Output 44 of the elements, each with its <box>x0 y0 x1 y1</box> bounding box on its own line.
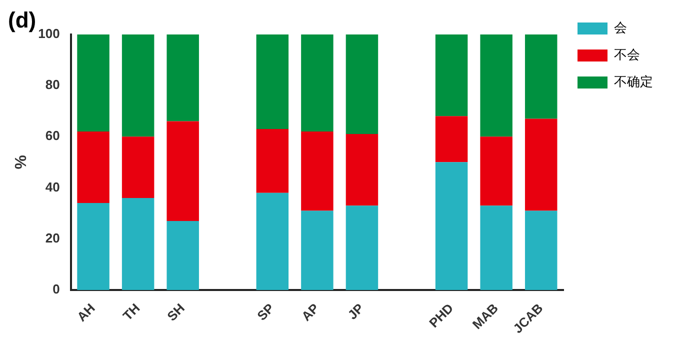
bar <box>435 116 468 162</box>
x-tick-label: JP <box>344 300 367 322</box>
bar <box>346 206 378 290</box>
x-tick-label: SP <box>254 300 278 324</box>
y-tick-label: 80 <box>45 77 60 92</box>
y-tick-label: 20 <box>45 230 60 246</box>
bar <box>435 34 468 116</box>
bar <box>77 132 110 204</box>
bar <box>122 198 154 290</box>
y-axis-title: % <box>13 155 30 170</box>
bar <box>301 210 334 290</box>
bar <box>77 34 110 132</box>
y-tick-label: 40 <box>45 179 60 194</box>
bar <box>301 34 334 132</box>
bar <box>166 220 199 290</box>
bar <box>346 34 378 134</box>
bar <box>480 34 512 137</box>
x-tick-label: AP <box>298 300 322 324</box>
legend-label: 不确定 <box>614 74 653 90</box>
bar <box>346 134 378 206</box>
bar <box>122 136 154 198</box>
chart-title: (d) <box>8 7 36 32</box>
bar <box>301 132 334 211</box>
bar <box>166 121 199 221</box>
bar <box>480 136 512 206</box>
y-tick-label: 100 <box>38 26 60 41</box>
bar <box>524 210 558 290</box>
bar <box>524 118 558 211</box>
bar <box>256 192 289 290</box>
legend-label: 会 <box>614 20 627 36</box>
bar <box>524 34 558 119</box>
y-tick-label: 0 <box>52 282 60 297</box>
bar <box>77 203 110 290</box>
x-tick-label: SH <box>164 300 188 324</box>
x-tick-label: AH <box>74 300 98 324</box>
bar <box>435 162 468 290</box>
y-tick-label: 60 <box>45 128 60 144</box>
bar <box>480 206 512 290</box>
x-tick-label: TH <box>120 300 143 324</box>
bar <box>166 34 199 122</box>
bar <box>256 128 289 193</box>
bar <box>256 34 289 129</box>
bar <box>122 34 154 137</box>
legend-label: 不会 <box>614 47 640 62</box>
